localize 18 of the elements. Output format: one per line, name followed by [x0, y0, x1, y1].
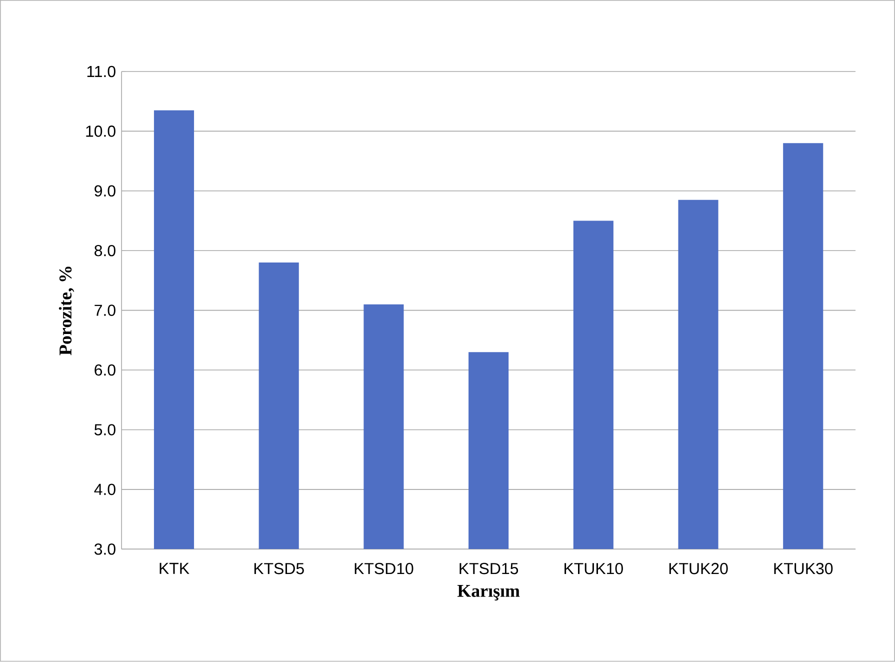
y-tick-label: 8.0: [94, 245, 116, 256]
y-tick-label: 7.0: [94, 304, 116, 316]
y-tick-label: 3.0: [94, 544, 116, 555]
x-axis-title: Karışım: [457, 585, 520, 601]
x-tick-label: KTSD15: [460, 563, 518, 574]
x-tick-label: KTSD5: [254, 563, 304, 574]
y-tick-label: 11.0: [87, 66, 116, 78]
x-tick-label: KTUK20: [669, 563, 728, 574]
y-tick-label: 4.0: [94, 484, 116, 496]
x-tick-label: KTUK30: [774, 563, 833, 574]
y-tick-label: 5.0: [94, 424, 116, 436]
y-tick-label: 6.0: [94, 364, 116, 376]
y-axis-title: Porozite, %: [58, 266, 74, 356]
x-tick-label: KTUK10: [564, 563, 623, 574]
y-tick-label: 9.0: [94, 185, 116, 197]
x-tick-label: KTSD10: [354, 563, 414, 574]
y-tick-label: 10.0: [86, 126, 116, 138]
x-tick-label: KTK: [160, 563, 190, 574]
